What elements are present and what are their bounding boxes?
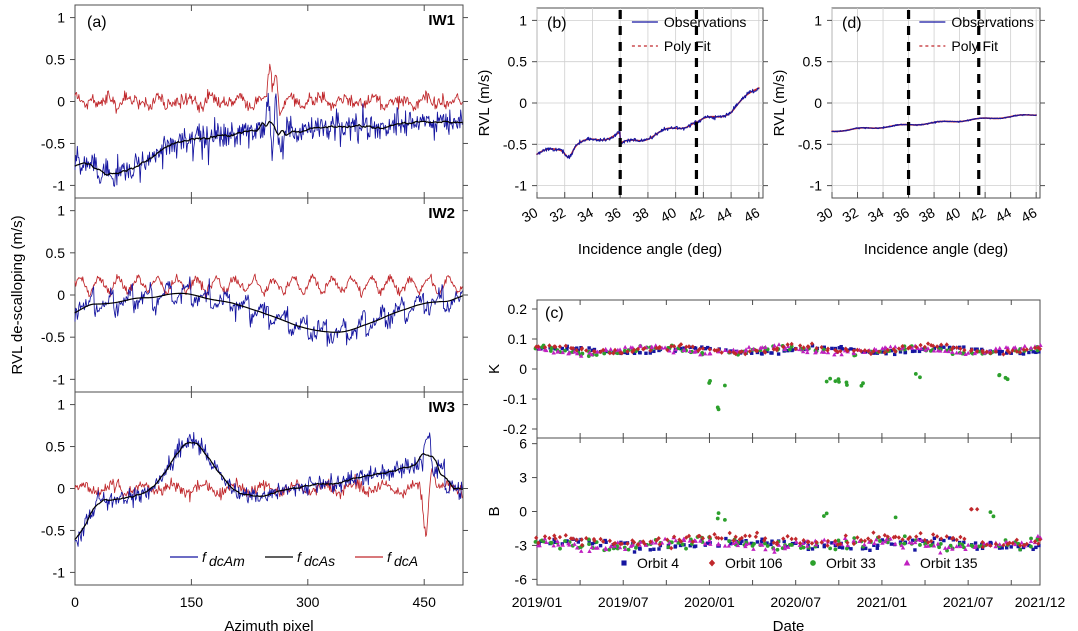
svg-text:30: 30 (519, 204, 540, 226)
svg-text:1: 1 (57, 397, 65, 413)
svg-text:-1: -1 (810, 178, 823, 194)
svg-text:(b): (b) (547, 15, 567, 32)
svg-text:36: 36 (602, 204, 623, 226)
svg-text:(a): (a) (87, 14, 107, 31)
svg-text:32: 32 (840, 204, 861, 226)
svg-text:-0.5: -0.5 (41, 135, 65, 151)
svg-text:150: 150 (180, 594, 204, 610)
svg-text:-0.5: -0.5 (41, 329, 65, 345)
svg-text:0.5: 0.5 (803, 54, 823, 70)
svg-text:IW2: IW2 (428, 205, 455, 222)
svg-text:Date: Date (773, 618, 805, 631)
svg-text:0.2: 0.2 (508, 301, 528, 317)
svg-text:-0.1: -0.1 (503, 391, 527, 407)
svg-text:f: f (297, 549, 303, 565)
svg-text:K: K (486, 364, 503, 374)
svg-text:34: 34 (865, 204, 886, 226)
svg-text:44: 44 (713, 204, 734, 226)
svg-text:Observations: Observations (951, 14, 1033, 30)
svg-text:Orbit 4: Orbit 4 (637, 555, 679, 571)
svg-text:42: 42 (685, 204, 706, 226)
svg-text:0: 0 (57, 481, 65, 497)
svg-text:0.5: 0.5 (46, 245, 66, 261)
svg-text:2019/07: 2019/07 (598, 594, 649, 610)
svg-text:-3: -3 (515, 537, 528, 553)
svg-text:30: 30 (814, 204, 835, 226)
svg-text:Poly Fit: Poly Fit (664, 38, 711, 54)
svg-text:Incidence angle (deg): Incidence angle (deg) (578, 241, 722, 258)
svg-text:6: 6 (519, 436, 527, 452)
svg-text:300: 300 (296, 594, 320, 610)
svg-text:IW1: IW1 (428, 12, 455, 29)
svg-text:46: 46 (741, 204, 762, 226)
svg-text:f: f (387, 549, 393, 565)
svg-text:0: 0 (519, 361, 527, 377)
svg-text:36: 36 (891, 204, 912, 226)
svg-text:RVL (m/s): RVL (m/s) (476, 70, 493, 137)
svg-text:38: 38 (916, 204, 937, 226)
svg-text:0.5: 0.5 (508, 54, 528, 70)
svg-text:32: 32 (547, 204, 568, 226)
svg-text:0: 0 (814, 95, 822, 111)
svg-text:0: 0 (57, 287, 65, 303)
svg-text:1: 1 (57, 203, 65, 219)
svg-text:Observations: Observations (664, 14, 746, 30)
svg-text:0: 0 (519, 95, 527, 111)
svg-text:1: 1 (57, 10, 65, 26)
svg-text:40: 40 (942, 204, 963, 226)
svg-text:(c): (c) (545, 305, 564, 322)
svg-text:(d): (d) (842, 15, 862, 32)
svg-text:2021/01: 2021/01 (857, 594, 908, 610)
svg-text:Poly Fit: Poly Fit (951, 38, 998, 54)
svg-text:-0.5: -0.5 (41, 522, 65, 538)
svg-text:RVL de-scalloping (m/s): RVL de-scalloping (m/s) (9, 215, 26, 374)
svg-text:450: 450 (413, 594, 437, 610)
svg-text:0: 0 (57, 94, 65, 110)
svg-text:2021/12: 2021/12 (1015, 594, 1066, 610)
svg-text:0.1: 0.1 (508, 331, 528, 347)
svg-text:40: 40 (658, 204, 679, 226)
svg-text:dcA: dcA (394, 553, 418, 569)
svg-text:0.5: 0.5 (46, 52, 66, 68)
svg-text:3: 3 (519, 470, 527, 486)
svg-text:-0.5: -0.5 (503, 136, 527, 152)
svg-text:f: f (202, 549, 208, 565)
svg-text:-1: -1 (515, 178, 528, 194)
svg-text:1: 1 (519, 12, 527, 28)
svg-text:Orbit 135: Orbit 135 (920, 555, 978, 571)
svg-text:0: 0 (519, 504, 527, 520)
svg-text:34: 34 (574, 204, 595, 226)
svg-text:dcAm: dcAm (209, 553, 245, 569)
svg-text:-0.2: -0.2 (503, 421, 527, 437)
svg-text:0: 0 (71, 594, 79, 610)
svg-text:42: 42 (967, 204, 988, 226)
svg-text:dcAs: dcAs (304, 553, 335, 569)
svg-text:0.5: 0.5 (46, 439, 66, 455)
svg-text:Incidence angle (deg): Incidence angle (deg) (864, 241, 1008, 258)
svg-text:-1: -1 (53, 371, 66, 387)
svg-text:1: 1 (814, 12, 822, 28)
svg-text:Orbit 33: Orbit 33 (826, 555, 876, 571)
svg-text:-1: -1 (53, 564, 66, 580)
svg-text:44: 44 (993, 204, 1014, 226)
svg-text:RVL (m/s): RVL (m/s) (771, 70, 788, 137)
svg-text:-1: -1 (53, 177, 66, 193)
svg-text:2020/07: 2020/07 (770, 594, 821, 610)
svg-text:46: 46 (1018, 204, 1039, 226)
svg-text:2021/07: 2021/07 (943, 594, 994, 610)
svg-text:Orbit 106: Orbit 106 (725, 555, 783, 571)
svg-text:IW3: IW3 (428, 399, 455, 416)
svg-text:-6: -6 (515, 571, 528, 587)
svg-text:2020/01: 2020/01 (684, 594, 735, 610)
svg-text:B: B (486, 506, 503, 516)
svg-text:38: 38 (630, 204, 651, 226)
svg-text:-0.5: -0.5 (798, 136, 822, 152)
svg-text:Azimuth pixel: Azimuth pixel (224, 618, 313, 631)
svg-text:2019/01: 2019/01 (512, 594, 563, 610)
